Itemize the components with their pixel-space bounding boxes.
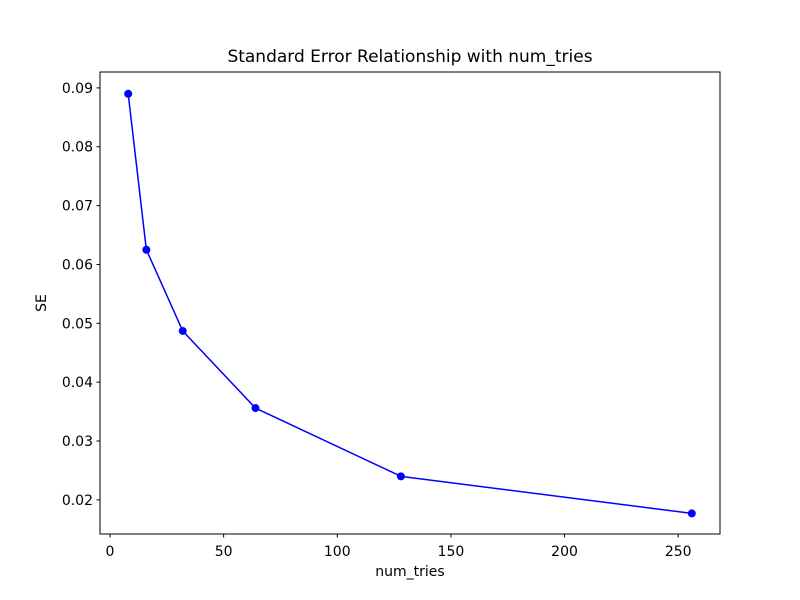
x-tick-label: 150 xyxy=(438,544,465,560)
axes-frame xyxy=(99,71,721,535)
y-tick-label: 0.06 xyxy=(62,257,93,273)
y-tick-label: 0.03 xyxy=(62,434,93,450)
x-tick-label: 50 xyxy=(215,544,233,560)
y-tick-label: 0.09 xyxy=(62,81,93,97)
y-tick-label: 0.05 xyxy=(62,316,93,332)
y-tick-label: 0.04 xyxy=(62,375,93,391)
x-tick-label: 200 xyxy=(551,544,578,560)
data-point xyxy=(687,509,696,518)
data-point xyxy=(142,245,151,254)
data-point xyxy=(396,472,405,481)
y-axis-label: SE xyxy=(34,294,50,312)
ticks-layer: 0 50 100 150 200 250 0.02 0.03 0.04 0.05 0.06 0.07 0… xyxy=(62,81,692,560)
x-tick-label: 250 xyxy=(665,544,692,560)
y-tick-label: 0.02 xyxy=(62,493,93,509)
data-point xyxy=(178,326,187,335)
y-tick-label: 0.07 xyxy=(62,199,93,215)
x-tick-label: 0 xyxy=(106,544,115,560)
x-tick-label: 100 xyxy=(324,544,351,560)
series-layer xyxy=(124,89,696,518)
data-point xyxy=(124,89,133,98)
data-line xyxy=(127,93,693,515)
y-tick-label: 0.08 xyxy=(62,140,93,156)
chart-title: Standard Error Relationship with num_tri… xyxy=(227,47,592,67)
x-axis-label: num_tries xyxy=(375,564,444,580)
data-point xyxy=(251,404,260,413)
